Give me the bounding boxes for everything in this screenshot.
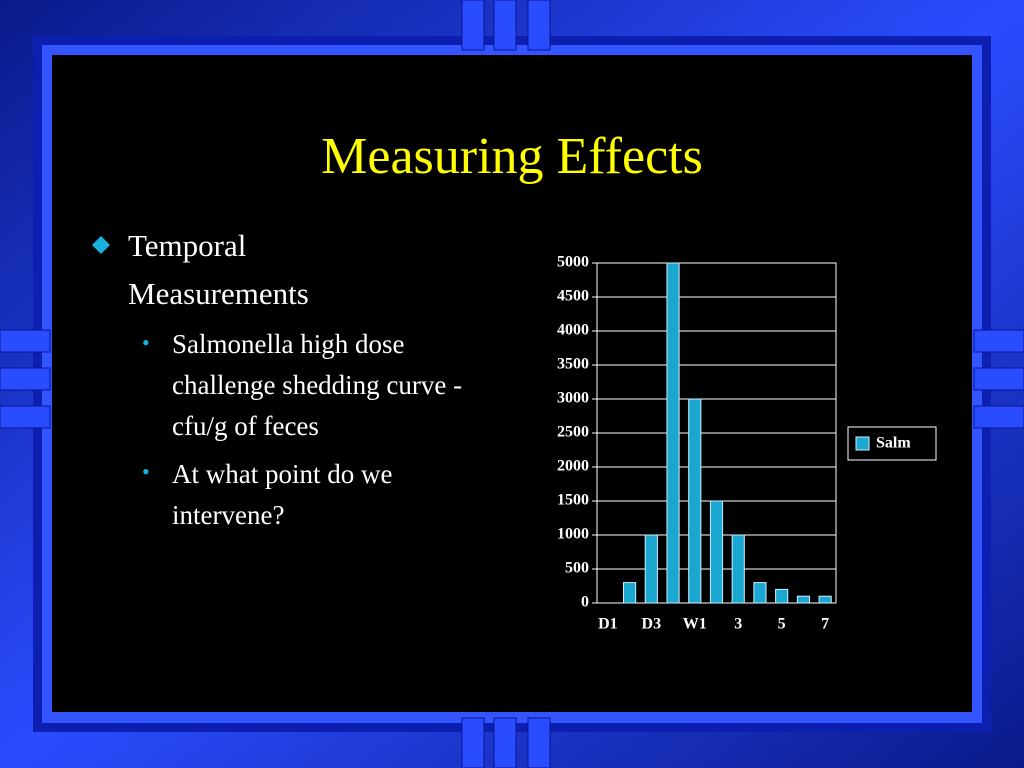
bullet: Temporal Measurements <box>128 228 309 311</box>
bar <box>709 500 724 604</box>
bar <box>796 595 810 604</box>
bar <box>731 534 745 604</box>
y-tick-label: 1000 <box>557 526 589 543</box>
x-tick-label: 5 <box>778 616 786 633</box>
bar <box>775 588 789 604</box>
y-tick-label: 4000 <box>557 322 589 339</box>
bar <box>688 398 702 604</box>
x-tick-label: 3 <box>734 616 742 633</box>
x-tick-label: 7 <box>821 616 829 633</box>
y-tick-label: 2500 <box>557 424 589 441</box>
sub-bullet: Salmonella high dose challenge shedding … <box>172 329 463 441</box>
legend-swatch <box>855 436 870 451</box>
sub-bullet-dot: • <box>142 330 150 355</box>
bar <box>644 534 658 604</box>
bar <box>666 262 680 604</box>
y-tick-label: 500 <box>565 560 589 577</box>
y-tick-label: 4500 <box>557 288 589 305</box>
x-tick-label: D1 <box>598 616 618 633</box>
y-tick-label: 3000 <box>557 390 589 407</box>
y-tick-label: 5000 <box>557 254 589 271</box>
bar <box>623 582 637 604</box>
bullet-diamond <box>92 236 110 254</box>
y-tick-label: 1500 <box>557 492 589 509</box>
slide-title: Measuring Effects <box>321 128 703 185</box>
y-tick-label: 2000 <box>557 458 589 475</box>
sub-bullet: At what point do we intervene? <box>172 459 393 530</box>
sub-bullet-dot: • <box>142 459 150 484</box>
x-tick-label: W1 <box>683 616 707 633</box>
y-tick-label: 3500 <box>557 356 589 373</box>
bar <box>753 582 767 604</box>
legend-label: Salm <box>876 435 911 452</box>
x-tick-label: D3 <box>642 616 662 633</box>
bar <box>818 595 832 604</box>
y-tick-label: 0 <box>581 594 589 611</box>
